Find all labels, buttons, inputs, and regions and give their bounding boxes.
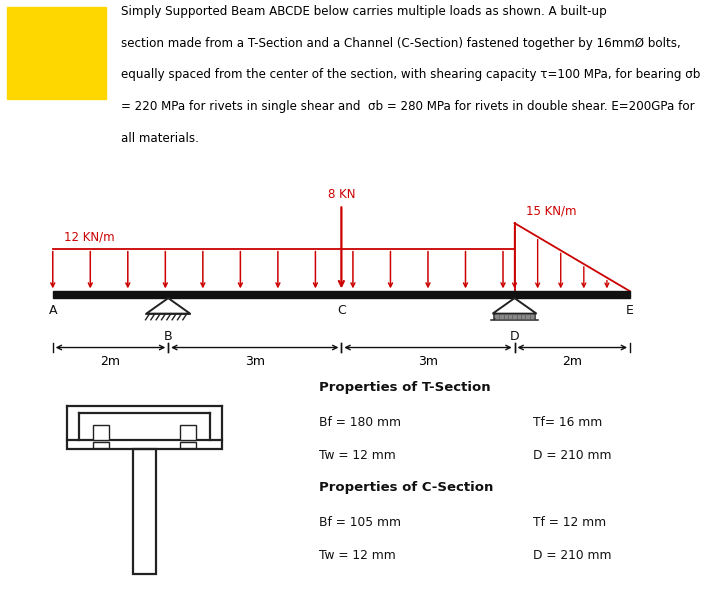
Text: 3m: 3m: [245, 355, 264, 368]
Text: Tf = 12 mm: Tf = 12 mm: [533, 516, 607, 529]
Bar: [508, 314, 513, 319]
Text: D = 210 mm: D = 210 mm: [533, 549, 612, 562]
Text: Bf = 105 mm: Bf = 105 mm: [319, 516, 401, 529]
Text: = 220 MPa for rivets in single shear and  σb = 280 MPa for rivets in double shea: = 220 MPa for rivets in single shear and…: [121, 100, 694, 113]
Bar: [93, 425, 109, 440]
Text: B: B: [164, 330, 172, 343]
Bar: [517, 314, 521, 319]
Text: A: A: [48, 304, 57, 317]
Text: Tw = 12 mm: Tw = 12 mm: [319, 549, 396, 562]
Bar: [133, 448, 155, 573]
Bar: [52, 291, 630, 298]
Bar: [525, 314, 530, 319]
Text: equally spaced from the center of the section, with shearing capacity τ=100 MPa,: equally spaced from the center of the se…: [121, 68, 700, 81]
Text: 8 KN: 8 KN: [328, 188, 355, 201]
Text: E: E: [626, 304, 634, 317]
Bar: [521, 314, 525, 319]
Text: 2m: 2m: [101, 355, 121, 368]
Text: Tw = 12 mm: Tw = 12 mm: [319, 449, 396, 462]
Text: C: C: [337, 304, 346, 317]
Bar: [495, 314, 500, 319]
Text: D: D: [510, 330, 520, 343]
Text: Simply Supported Beam ABCDE below carries multiple loads as shown. A built-up: Simply Supported Beam ABCDE below carrie…: [121, 5, 606, 18]
Bar: [93, 442, 109, 448]
Bar: [67, 440, 222, 448]
Text: Tf= 16 mm: Tf= 16 mm: [533, 416, 603, 429]
Text: 3m: 3m: [418, 355, 438, 368]
Bar: [180, 442, 196, 448]
Bar: [7, 7, 106, 99]
Text: D = 210 mm: D = 210 mm: [533, 449, 612, 462]
Text: Bf = 180 mm: Bf = 180 mm: [319, 416, 401, 429]
Bar: [512, 314, 517, 319]
Bar: [503, 314, 508, 319]
Bar: [499, 314, 504, 319]
Text: 12 KN/m: 12 KN/m: [65, 230, 115, 243]
Text: 15 KN/m: 15 KN/m: [526, 205, 576, 218]
Bar: [180, 425, 196, 440]
Bar: [493, 314, 535, 319]
Text: Properties of T-Section: Properties of T-Section: [319, 381, 491, 394]
Text: section made from a T-Section and a Channel (C-Section) fastened together by 16m: section made from a T-Section and a Chan…: [121, 37, 680, 50]
Text: Properties of C-Section: Properties of C-Section: [319, 481, 493, 494]
Bar: [530, 314, 535, 319]
Text: 2m: 2m: [562, 355, 582, 368]
Text: all materials.: all materials.: [121, 132, 199, 145]
